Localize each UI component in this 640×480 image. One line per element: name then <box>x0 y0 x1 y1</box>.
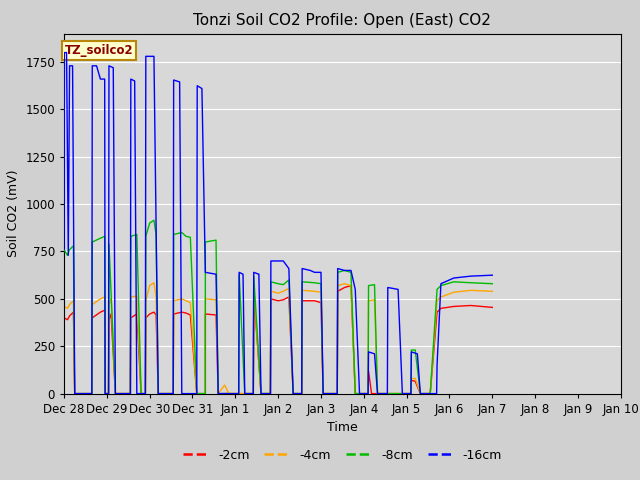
Legend: -2cm, -4cm, -8cm, -16cm: -2cm, -4cm, -8cm, -16cm <box>178 444 507 467</box>
X-axis label: Time: Time <box>327 421 358 434</box>
Text: TZ_soilco2: TZ_soilco2 <box>65 45 134 58</box>
Y-axis label: Soil CO2 (mV): Soil CO2 (mV) <box>6 170 20 257</box>
Title: Tonzi Soil CO2 Profile: Open (East) CO2: Tonzi Soil CO2 Profile: Open (East) CO2 <box>193 13 492 28</box>
